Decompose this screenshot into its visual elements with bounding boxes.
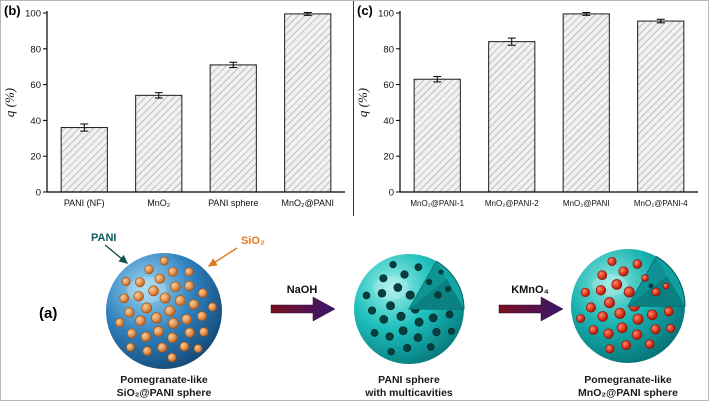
- inner-mno2-dot: [651, 287, 661, 297]
- svg-text:MnO₂@PANI-2: MnO₂@PANI-2: [485, 199, 539, 208]
- inner-mno2-dot: [662, 282, 670, 290]
- sio2-pani-sphere: PANI SiO₂ Pomegranate-like SiO₂@PANI sph…: [91, 232, 265, 399]
- svg-text:100: 100: [378, 9, 394, 20]
- naoh-label: NaOH: [287, 284, 318, 296]
- bar-chart-panel-c: MnO₂@PANI-1 MnO₂@PANI-2 MnO₂@PANI MnO₂@PANI…: [353, 1, 698, 216]
- cavity-dots: [362, 260, 456, 356]
- sphere1-caption-line1: Pomegranate-like: [120, 374, 208, 386]
- sphere1-caption-line2: SiO₂@PANI sphere: [117, 387, 212, 399]
- svg-text:80: 80: [30, 44, 41, 55]
- kmno4-arrow-icon: [498, 296, 564, 322]
- svg-text:20: 20: [30, 152, 41, 163]
- sphere2-cut-face2: [409, 261, 447, 309]
- svg-text:0: 0: [36, 188, 41, 199]
- svg-text:PANI sphere: PANI sphere: [208, 198, 258, 208]
- svg-text:100: 100: [25, 9, 41, 20]
- sphere2-caption-line2: with multicavities: [364, 387, 453, 399]
- svg-text:60: 60: [30, 80, 41, 91]
- svg-text:40: 40: [30, 116, 41, 127]
- svg-text:MnO₂@PANI-4: MnO₂@PANI-4: [634, 199, 688, 208]
- svg-text:q (%): q (%): [355, 88, 370, 117]
- sphere2-caption-line1: PANI sphere: [378, 374, 440, 386]
- inner-cavity: [434, 291, 442, 299]
- sio2-callout-label: SiO₂: [241, 235, 265, 247]
- kmno4-label: KMnO₄: [511, 284, 549, 296]
- svg-text:80: 80: [383, 44, 394, 55]
- mno2-dots: [576, 256, 676, 354]
- kmno4-step: KMnO₄: [498, 284, 564, 322]
- svg-text:40: 40: [383, 116, 394, 127]
- inner-mno2-dot: [641, 274, 649, 282]
- svg-text:MnO₂@PANI: MnO₂@PANI: [563, 199, 610, 208]
- svg-text:0: 0: [389, 188, 394, 199]
- sio2-dots: [115, 256, 217, 363]
- inner-cavity: [438, 269, 444, 275]
- sphere3-cut-face2: [628, 256, 667, 306]
- svg-text:PANI (NF): PANI (NF): [64, 198, 105, 208]
- sphere3-caption-line2: MnO₂@PANI sphere: [578, 387, 678, 399]
- sphere3-caption-line1: Pomegranate-like: [584, 374, 672, 386]
- svg-text:MnO₂: MnO₂: [147, 198, 171, 208]
- svg-text:(b): (b): [4, 3, 21, 18]
- svg-text:(c): (c): [357, 3, 373, 18]
- bar-chart-panel-b: PANI (NF) MnO₂ PANI sphere MnO₂@PANI 0 20 40 60…: [2, 3, 345, 208]
- synthesis-schematic: (a) PANI SiO₂ Pomegranate-like SiO₂@PANI…: [39, 232, 686, 399]
- svg-text:q (%): q (%): [2, 88, 17, 117]
- naoh-arrow-icon: [270, 296, 336, 322]
- svg-text:20: 20: [383, 152, 394, 163]
- panel-a-label: (a): [39, 305, 57, 322]
- pani-callout-arrow: [104, 244, 129, 264]
- pani-multicavity-sphere: PANI sphere with multicavities: [354, 254, 465, 399]
- pani-callout-label: PANI: [91, 232, 116, 244]
- svg-text:MnO₂@PANI: MnO₂@PANI: [282, 198, 334, 208]
- mno2-pani-sphere: Pomegranate-like MnO₂@PANI sphere: [571, 249, 686, 399]
- naoh-step: NaOH: [270, 284, 336, 322]
- inner-cavity: [425, 278, 433, 286]
- charts-row: PANI (NF) MnO₂ PANI sphere MnO₂@PANI 0 20 40 60…: [1, 1, 708, 216]
- svg-text:MnO₂@PANI-1: MnO₂@PANI-1: [410, 199, 464, 208]
- svg-text:60: 60: [383, 80, 394, 91]
- inner-cavity: [648, 283, 654, 289]
- inner-cavity: [445, 286, 451, 292]
- sphere2-highlight: [373, 276, 409, 300]
- sio2-callout-arrow: [207, 247, 238, 267]
